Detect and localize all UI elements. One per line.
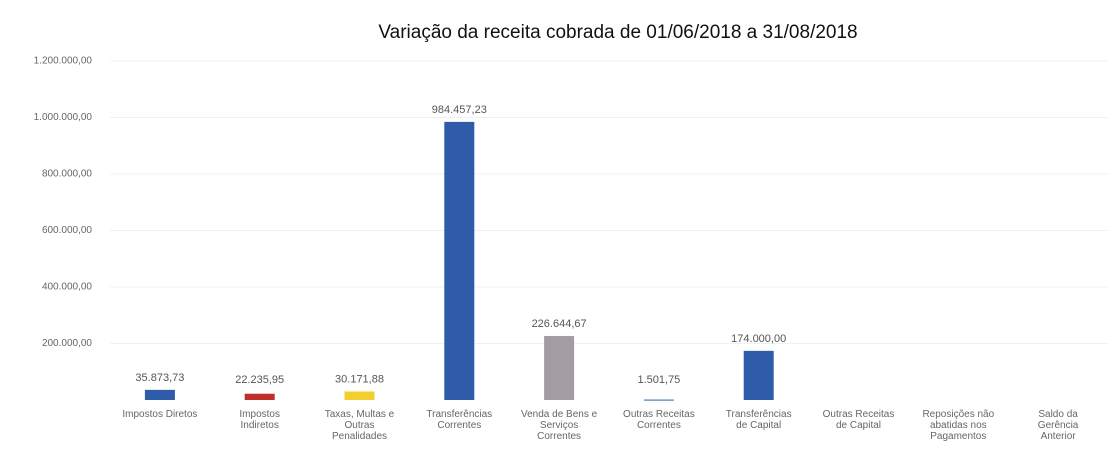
value-label: 35.873,73	[135, 372, 184, 384]
bar	[344, 391, 375, 400]
value-label: 226.644,67	[532, 318, 587, 330]
x-tick-label: Outras Receitas de Capital	[823, 409, 895, 431]
x-tick-label: Impostos Indiretos	[239, 409, 280, 431]
x-tick-label: Reposições não abatidas nos Pagamentos	[922, 409, 994, 442]
value-label: 30.171,88	[335, 373, 384, 385]
y-tick-label: 600.000,00	[42, 225, 92, 236]
x-tick-label: Taxas, Multas e Outras Penalidades	[325, 409, 395, 442]
x-tick-label: Venda de Bens e Serviços Correntes	[521, 409, 598, 442]
y-tick-label: 200.000,00	[42, 338, 92, 349]
x-tick-label: Transferências Correntes	[426, 409, 492, 431]
y-tick-label: 400.000,00	[42, 282, 92, 293]
y-tick-label: 1.200.000,00	[34, 56, 93, 67]
y-tick-label: 1.000.000,00	[34, 112, 93, 123]
bar	[444, 121, 475, 400]
bar	[144, 389, 175, 400]
x-tick-label: Transferências de Capital	[726, 409, 792, 431]
value-label: 174.000,00	[731, 333, 786, 345]
x-tick-label: Impostos Diretos	[122, 409, 197, 420]
bar	[643, 399, 674, 401]
x-tick-label: Outras Receitas Correntes	[623, 409, 695, 431]
bar	[244, 393, 275, 400]
value-label: 984.457,23	[432, 104, 487, 116]
value-label: 1.501,75	[637, 374, 680, 386]
bar	[743, 350, 774, 400]
value-label: 22.235,95	[235, 374, 284, 386]
y-tick-label: 800.000,00	[42, 169, 92, 180]
x-tick-label: Saldo da Gerência Anterior	[1038, 409, 1079, 442]
chart-title: Variação da receita cobrada de 01/06/201…	[378, 22, 857, 43]
bar	[544, 335, 575, 400]
